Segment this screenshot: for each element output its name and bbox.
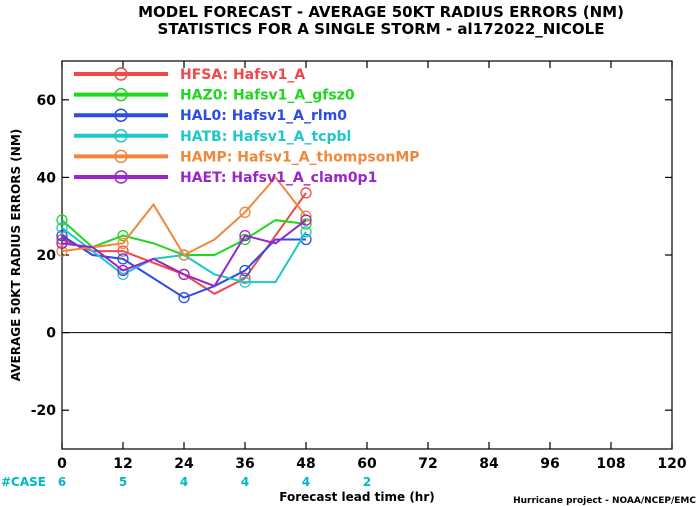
legend-separator: :: [221, 108, 231, 124]
legend-swatch-marker: [114, 149, 128, 164]
x-tick-label: 60: [357, 456, 377, 472]
x-tick-label: 48: [296, 456, 315, 472]
data-point: [300, 214, 312, 226]
legend-item-hatb: HATB: Hafsv1_A_tcpbl: [74, 129, 351, 145]
case-label: #CASE: [1, 475, 46, 489]
data-point: [300, 187, 312, 199]
data-point: [239, 206, 251, 218]
series-lines: [56, 175, 312, 304]
data-point: [239, 233, 251, 246]
data-point: [56, 237, 68, 250]
legend-series-name: HAZ0: [180, 88, 223, 104]
legend-separator: :: [222, 88, 232, 104]
series-haet: [56, 214, 312, 288]
legend-label: HFSA: Hafsv1_A: [180, 67, 305, 83]
case-count: 2: [363, 475, 371, 489]
legend-series-desc: Hafsv1_A_gfsz0: [233, 88, 355, 104]
x-tick-label: 84: [479, 456, 499, 472]
legend-item-haet: HAET: Hafsv1_A_clam0p1: [74, 170, 377, 186]
legend-item-hal0: HAL0: Hafsv1_A_rlm0: [74, 108, 347, 124]
series-line: [61, 192, 307, 295]
series-hamp: [56, 175, 312, 261]
legend-series-desc: Hafsv1_A_tcpbl: [232, 129, 351, 145]
data-point: [300, 226, 312, 238]
x-tick-label: 24: [174, 456, 194, 472]
legend-series-desc: Hafsv1_A_clam0p1: [231, 170, 377, 186]
y-tick-label: 40: [37, 170, 57, 186]
legend-swatch-marker: [114, 108, 128, 122]
data-point: [178, 268, 190, 281]
legend-item-haz0: HAZ0: Hafsv1_A_gfsz0: [74, 88, 355, 104]
case-count: 4: [241, 475, 249, 489]
data-point: [117, 253, 129, 265]
series-line: [61, 219, 307, 288]
data-point: [56, 229, 68, 242]
legend-label: HAL0: Hafsv1_A_rlm0: [180, 108, 347, 124]
data-point: [117, 237, 129, 250]
legend-item-hamp: HAMP: Hafsv1_A_thompsonMP: [74, 149, 420, 165]
series-line: [61, 175, 307, 257]
legend-swatch-marker: [114, 87, 128, 102]
plot-area-frame: [61, 60, 673, 450]
legend-swatch-marker: [114, 129, 128, 143]
legend-swatch-marker: [114, 170, 128, 184]
x-tick-label: 72: [418, 456, 437, 472]
data-point: [117, 264, 129, 277]
data-point: [56, 214, 68, 226]
credit-text: Hurricane project - NOAA/NCEP/EMC: [513, 496, 696, 506]
legend-item-hfsa: HFSA: Hafsv1_A: [74, 67, 305, 83]
legend-series-name: HAL0: [180, 108, 221, 124]
data-point: [178, 292, 190, 304]
y-tick-label: 20: [37, 248, 57, 264]
legend-label: HAZ0: Hafsv1_A_gfsz0: [180, 88, 355, 104]
case-count-row: #CASE 6 5 4 4 4 2: [1, 475, 371, 489]
case-count: 4: [180, 475, 188, 489]
data-point: [239, 272, 251, 284]
series-line: [61, 234, 306, 299]
y-tick-label: -20: [31, 403, 57, 419]
legend-series-name: HATB: [180, 129, 222, 145]
y-axis-label: AVERAGE 50KT RADIUS ERRORS (NM): [9, 129, 23, 381]
x-tick-label: 0: [57, 456, 67, 472]
legend: HFSA: Hafsv1_A HAZ0: Hafsv1_A_gfsz0 HAL0: …: [74, 67, 420, 186]
data-point: [239, 264, 251, 277]
case-count: 5: [119, 475, 127, 489]
legend-separator: :: [227, 149, 237, 165]
y-tick-label: 60: [37, 93, 57, 109]
legend-series-desc: Hafsv1_A: [233, 67, 305, 83]
x-tick-label: 120: [657, 456, 686, 472]
legend-swatch-marker: [114, 67, 128, 81]
legend-series-name: HAET: [180, 170, 222, 186]
case-count: 4: [302, 475, 310, 489]
legend-series-desc: Hafsv1_A_rlm0: [232, 108, 348, 124]
legend-series-name: HFSA: [180, 67, 222, 83]
x-tick-label: 108: [596, 456, 625, 472]
data-point: [239, 229, 251, 242]
legend-label: HAET: Hafsv1_A_clam0p1: [180, 170, 377, 186]
data-point: [117, 245, 129, 257]
case-count: 6: [58, 475, 66, 489]
legend-series-desc: Hafsv1_A_thompsonMP: [237, 149, 419, 165]
legend-separator: :: [222, 67, 232, 83]
legend-label: HATB: Hafsv1_A_tcpbl: [180, 129, 351, 145]
data-point: [178, 249, 190, 261]
x-axis: 0 12 24 36 48 60 72 84 96 108 120: [57, 61, 687, 472]
legend-separator: :: [221, 170, 231, 186]
chart-title-line-1: MODEL FORECAST - AVERAGE 50KT RADIUS ERR…: [138, 3, 624, 21]
x-tick-label: 96: [540, 456, 559, 472]
data-point: [239, 276, 251, 288]
x-tick-label: 36: [235, 456, 254, 472]
y-tick-label: 0: [46, 326, 56, 342]
x-tick-label: 12: [113, 456, 132, 472]
data-point: [56, 222, 68, 234]
x-axis-label: Forecast lead time (hr): [279, 490, 435, 504]
legend-separator: :: [222, 129, 232, 145]
series-hal0: [56, 229, 312, 304]
legend-label: HAMP: Hafsv1_A_thompsonMP: [180, 149, 420, 165]
data-point: [56, 245, 68, 257]
legend-series-name: HAMP: [180, 149, 227, 165]
chart-title-line-2: STATISTICS FOR A SINGLE STORM - al172022…: [158, 20, 605, 38]
